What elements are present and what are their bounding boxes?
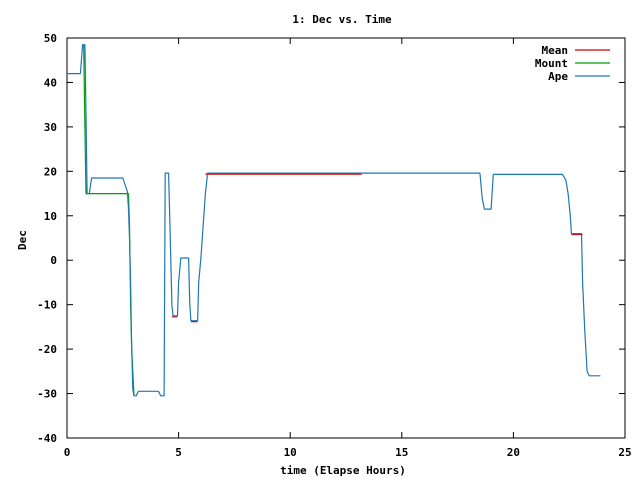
y-tick-label: -40 (37, 432, 57, 445)
legend-label-mean: Mean (542, 44, 569, 57)
y-tick-label: 20 (44, 165, 57, 178)
x-tick-label: 5 (175, 446, 182, 459)
x-tick-label: 0 (64, 446, 71, 459)
x-tick-label: 15 (395, 446, 408, 459)
x-tick-label: 25 (618, 446, 631, 459)
y-tick-label: -30 (37, 388, 57, 401)
plot-border (66, 37, 626, 439)
y-tick-label: 50 (44, 32, 57, 45)
y-tick-label: -20 (37, 343, 57, 356)
chart-title: 1: Dec vs. Time (292, 13, 392, 26)
x-tick-label: 20 (507, 446, 520, 459)
series-lines (67, 44, 601, 397)
x-axis-label: time (Elapse Hours) (280, 464, 406, 477)
axis-ticks: 0 5 10 15 20 25 -40 -30 -20 -10 0 10 20 30 40 50 (37, 32, 632, 459)
legend-label-ape: Ape (548, 70, 568, 83)
y-tick-label: 0 (50, 254, 57, 267)
y-tick-label: 10 (44, 210, 57, 223)
plot-frame (66, 37, 626, 439)
y-axis-label: Dec (16, 230, 29, 250)
x-tick-label: 10 (284, 446, 297, 459)
series-line-ape (67, 44, 601, 397)
y-tick-label: 40 (44, 76, 57, 89)
y-tick-label: -10 (37, 299, 57, 312)
legend-label-mount: Mount (535, 57, 568, 70)
y-tick-label: 30 (44, 121, 57, 134)
